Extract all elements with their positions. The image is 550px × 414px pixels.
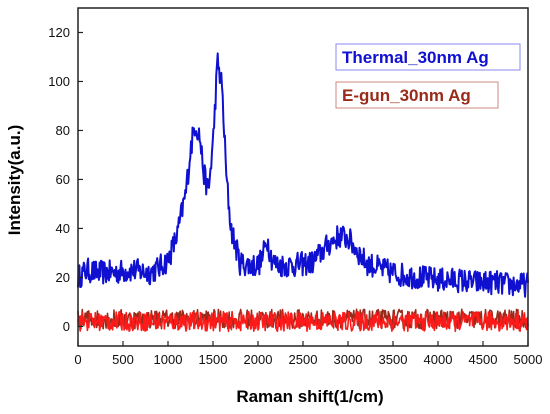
- y-tick-label: 120: [48, 25, 70, 40]
- x-tick-label: 3500: [379, 352, 408, 367]
- y-tick-label: 80: [56, 123, 70, 138]
- x-axis-title: Raman shift(1/cm): [236, 387, 383, 406]
- y-axis-title: Intensity(a.u.): [5, 125, 24, 236]
- x-tick-label: 4500: [469, 352, 498, 367]
- ticks-layer: 0 500 1000 1500 2000 2500 3000 3500 4000 4500 5000…: [48, 25, 542, 367]
- x-tick-label: 1000: [154, 352, 183, 367]
- legend-label-thermal: Thermal_30nm Ag: [342, 48, 489, 67]
- y-tick-label: 0: [63, 319, 70, 334]
- series-line-1: [77, 308, 529, 330]
- y-tick-label: 40: [56, 221, 70, 236]
- x-tick-label: 4000: [424, 352, 453, 367]
- x-tick-label: 0: [74, 352, 81, 367]
- legend: Thermal_30nm Ag E-gun_30nm Ag: [335, 43, 521, 109]
- y-tick-label: 20: [56, 270, 70, 285]
- y-tick-label: 60: [56, 172, 70, 187]
- x-tick-label: 3000: [334, 352, 363, 367]
- x-tick-label: 5000: [514, 352, 543, 367]
- x-tick-label: 2500: [289, 352, 318, 367]
- series-layer: [77, 52, 529, 333]
- x-tick-label: 1500: [199, 352, 228, 367]
- y-tick-label: 100: [48, 74, 70, 89]
- series-line-0: [77, 52, 529, 298]
- series-line-2: [77, 310, 529, 333]
- legend-box-thermal: [335, 43, 521, 71]
- legend-label-egun: E-gun_30nm Ag: [342, 86, 471, 105]
- legend-box-egun: [335, 81, 499, 109]
- x-tick-label: 2000: [244, 352, 273, 367]
- x-tick-label: 500: [112, 352, 134, 367]
